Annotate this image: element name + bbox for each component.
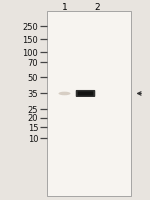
Ellipse shape — [58, 92, 70, 96]
Text: 100: 100 — [22, 48, 38, 57]
Text: 50: 50 — [28, 74, 38, 82]
Text: 25: 25 — [28, 105, 38, 114]
Text: 250: 250 — [22, 23, 38, 31]
Text: 20: 20 — [28, 114, 38, 123]
Text: 15: 15 — [28, 123, 38, 132]
Text: 10: 10 — [28, 134, 38, 143]
FancyBboxPatch shape — [78, 92, 93, 96]
Text: 1: 1 — [62, 3, 68, 11]
Text: 2: 2 — [95, 3, 100, 11]
Text: 70: 70 — [28, 59, 38, 67]
Bar — [46, 12, 130, 196]
Text: 150: 150 — [22, 36, 38, 44]
Text: 35: 35 — [28, 90, 38, 98]
FancyBboxPatch shape — [76, 90, 95, 97]
